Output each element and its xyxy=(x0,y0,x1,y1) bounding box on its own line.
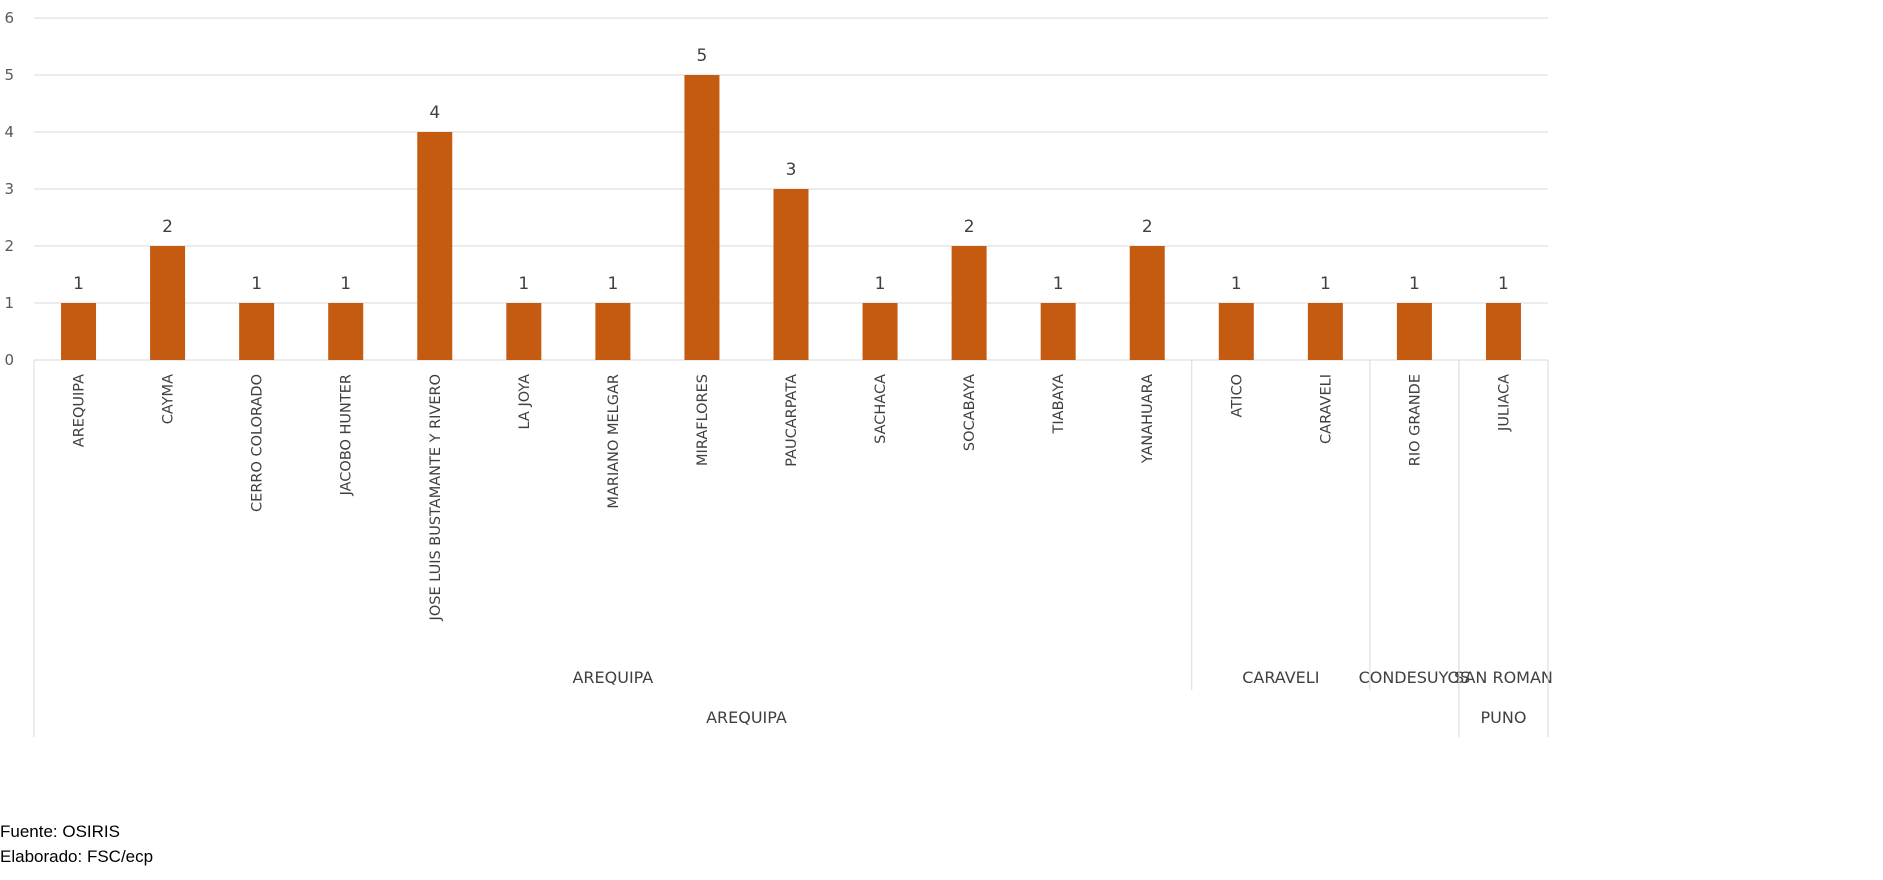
bar xyxy=(1040,303,1076,360)
data-label: 2 xyxy=(1142,217,1153,237)
bar xyxy=(328,303,364,360)
category-label: CAYMA xyxy=(161,374,177,424)
y-tick-label: 6 xyxy=(4,9,14,27)
category-label: JACOBO HUNTER xyxy=(339,374,355,496)
category-label: CERRO COLORADO xyxy=(250,374,266,512)
bar xyxy=(1218,303,1254,360)
bar xyxy=(61,303,97,360)
group-label: PUNO xyxy=(1481,708,1527,727)
y-tick-label: 0 xyxy=(4,351,14,369)
category-label: CARAVELI xyxy=(1318,374,1334,444)
y-tick-label: 1 xyxy=(4,294,14,312)
category-label: YANAHUARA xyxy=(1140,374,1156,464)
bar xyxy=(506,303,542,360)
category-label: ATICO xyxy=(1229,374,1245,417)
category-label: JULIACA xyxy=(1496,374,1512,432)
data-label: 1 xyxy=(607,274,618,294)
bar xyxy=(595,303,631,360)
data-label: 4 xyxy=(429,103,440,123)
group-label: AREQUIPA xyxy=(572,668,653,687)
group-label: CARAVELI xyxy=(1242,668,1319,687)
category-label: TIABAYA xyxy=(1051,374,1067,435)
bar xyxy=(1307,303,1343,360)
data-label: 1 xyxy=(1409,274,1420,294)
category-label: MIRAFLORES xyxy=(695,374,711,466)
footer-author: Elaborado: FSC/ecp xyxy=(0,847,154,866)
data-label: 1 xyxy=(1320,274,1331,294)
bar xyxy=(417,132,453,360)
data-label: 2 xyxy=(162,217,173,237)
footer-source: Fuente: OSIRIS xyxy=(0,822,120,841)
bar xyxy=(150,246,186,360)
bar xyxy=(1129,246,1165,360)
bar xyxy=(862,303,898,360)
group-label: CONDESUYOS xyxy=(1359,668,1471,687)
y-tick-label: 4 xyxy=(4,123,14,141)
category-label: RIO GRANDE xyxy=(1407,374,1423,466)
group-label: AREQUIPA xyxy=(706,708,787,727)
bar xyxy=(1396,303,1432,360)
data-label: 3 xyxy=(786,160,797,180)
data-label: 1 xyxy=(251,274,262,294)
category-label: MARIANO MELGAR xyxy=(606,374,622,509)
bar xyxy=(951,246,987,360)
y-tick-label: 3 xyxy=(4,180,14,198)
category-label: SACHACA xyxy=(873,374,889,444)
bar xyxy=(1485,303,1521,360)
data-label: 2 xyxy=(964,217,975,237)
data-label: 1 xyxy=(1498,274,1509,294)
category-label: LA JOYA xyxy=(517,374,533,430)
bar xyxy=(684,75,720,360)
category-label: JOSE LUIS BUSTAMANTE Y RIVERO xyxy=(428,374,444,621)
data-label: 5 xyxy=(697,46,708,66)
data-label: 1 xyxy=(1231,274,1242,294)
category-label: SOCABAYA xyxy=(962,374,978,451)
data-label: 1 xyxy=(1053,274,1064,294)
y-tick-label: 5 xyxy=(4,66,14,84)
category-label: AREQUIPA xyxy=(72,374,88,447)
data-label: 1 xyxy=(340,274,351,294)
category-label: PAUCARPATA xyxy=(784,374,800,467)
data-label: 1 xyxy=(518,274,529,294)
bar xyxy=(239,303,275,360)
y-tick-label: 2 xyxy=(4,237,14,255)
data-label: 1 xyxy=(73,274,84,294)
group-label: SAN ROMAN xyxy=(1454,668,1553,687)
data-label: 1 xyxy=(875,274,886,294)
bar xyxy=(773,189,809,360)
